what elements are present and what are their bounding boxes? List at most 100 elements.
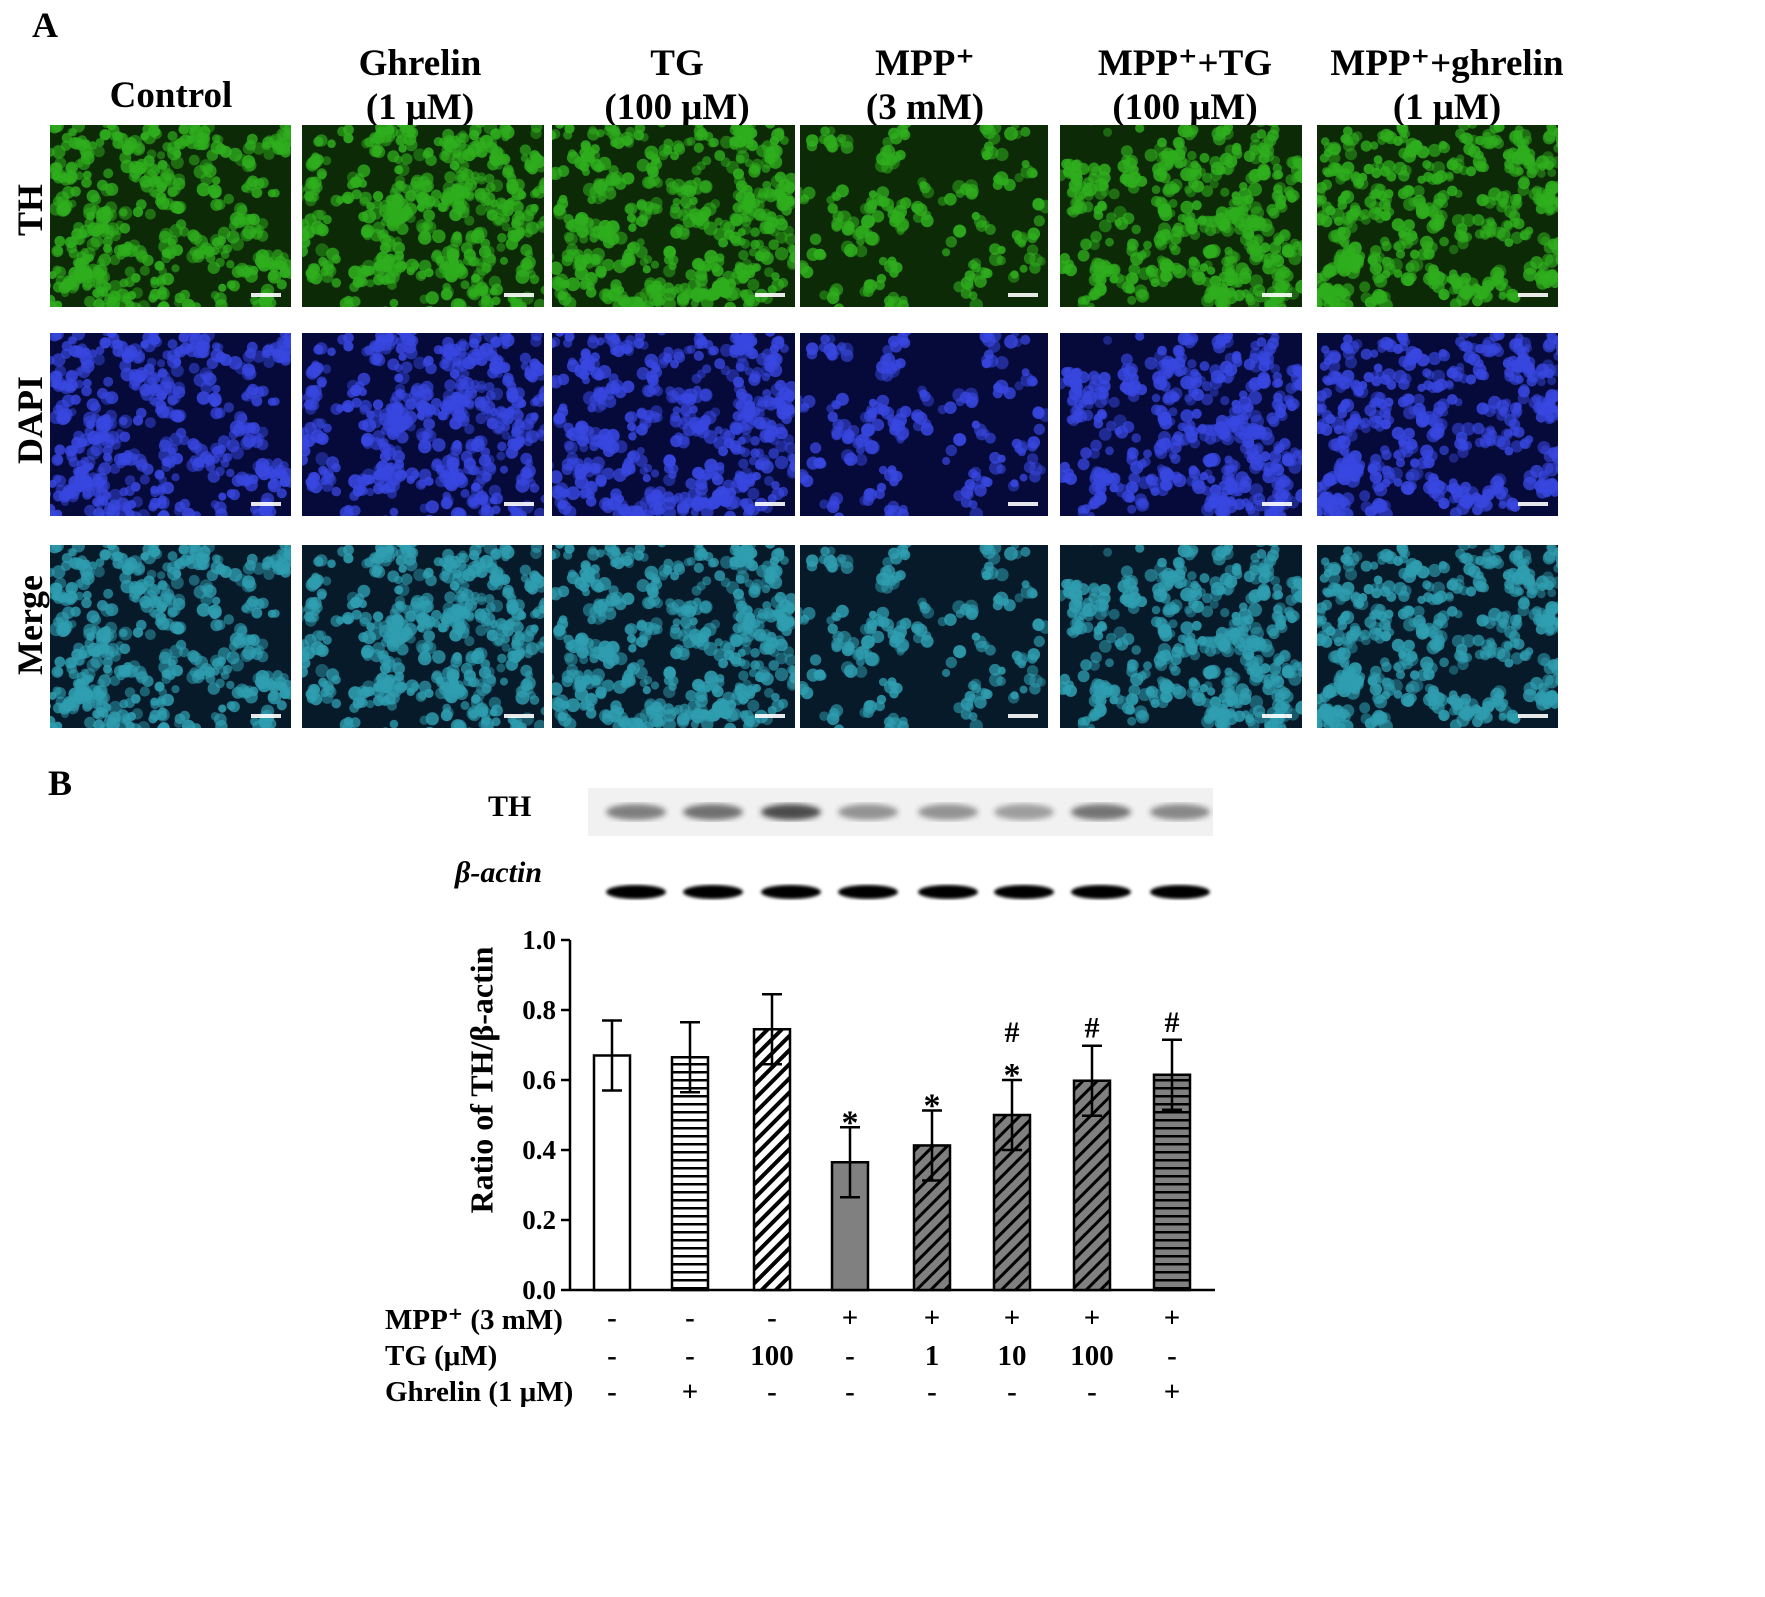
condition-cell: - (1007, 1376, 1017, 1408)
micrograph-dapi-6 (1317, 333, 1558, 516)
y-tick-label: 0.8 (522, 995, 556, 1025)
panel-a-label: A (32, 5, 58, 45)
micrograph-merge-4 (800, 545, 1048, 728)
significance-mark-6: * (1004, 1057, 1021, 1094)
scale-bar (755, 293, 785, 297)
condition-cell: 1 (924, 1340, 940, 1372)
condition-cell: + (1083, 1302, 1101, 1334)
condition-cell: - (845, 1340, 855, 1372)
column-label-4-line1: MPP⁺ (875, 43, 975, 84)
micrograph-merge-3 (552, 545, 795, 728)
condition-cell: - (607, 1376, 617, 1408)
condition-cell: + (923, 1302, 941, 1334)
micrograph-th-3 (552, 125, 795, 307)
row-label-dapi: DAPI (10, 376, 50, 464)
bar-1 (592, 1054, 632, 1292)
y-axis-label: Ratio of TH/β-actin (463, 946, 500, 1214)
micrograph-th-6 (1317, 125, 1558, 307)
condition-cell: 100 (750, 1340, 794, 1372)
actin-band-4 (838, 885, 898, 899)
condition-cell: 100 (1070, 1340, 1114, 1372)
th-blot-label: TH (488, 790, 532, 823)
scale-bar (251, 714, 281, 718)
actin-blot-label: β-actin (455, 856, 543, 889)
panel-b-label: B (48, 763, 73, 803)
scale-bar (1008, 714, 1038, 718)
column-label-5-line1: MPP⁺+TG (1097, 43, 1273, 84)
condition-cell: - (767, 1302, 777, 1334)
condition-cell: - (1167, 1340, 1177, 1372)
micrograph-dapi-4 (800, 333, 1048, 516)
micrograph-dapi-5 (1060, 333, 1302, 516)
y-tick-label: 0.0 (522, 1275, 556, 1305)
micrograph-merge-2 (302, 545, 544, 728)
bar-chart: 0.0 0.2 0.4 0.6 0.8 1.0 * * * # # # (522, 925, 1215, 1305)
micrograph-th-4 (800, 125, 1048, 307)
th-band-5 (918, 804, 978, 820)
th-band-8 (1150, 804, 1210, 820)
actin-band-8 (1150, 885, 1210, 899)
condition-cell: - (685, 1302, 695, 1334)
actin-band-7 (1071, 885, 1131, 899)
scale-bar (1262, 714, 1292, 718)
condition-cell: - (685, 1340, 695, 1372)
condition-row-label-2: TG (μM) (385, 1340, 498, 1372)
condition-cell: - (607, 1340, 617, 1372)
bar-3 (752, 1028, 792, 1292)
actin-band-5 (918, 885, 978, 899)
column-label-3-line2: (100 μM) (604, 87, 750, 128)
th-band-2 (683, 804, 743, 820)
micrograph-merge-6 (1317, 545, 1558, 728)
column-label-4-line2: (3 mM) (865, 87, 985, 128)
significance-mark-7: # (1085, 1012, 1100, 1045)
western-blot-image (588, 788, 1213, 899)
scale-bar (755, 502, 785, 506)
column-label-3-line1: TG (650, 43, 704, 84)
significance-mark-8: # (1165, 1006, 1180, 1039)
condition-cell: + (1163, 1376, 1181, 1408)
scale-bar (504, 714, 534, 718)
micrograph-dapi-1 (50, 333, 291, 516)
y-tick-label: 0.6 (522, 1065, 556, 1095)
column-label-2-line2: (1 μM) (365, 87, 475, 128)
column-label-6-line1: MPP⁺+ghrelin (1330, 43, 1564, 84)
condition-row-label-1: MPP⁺ (3 mM) (385, 1304, 563, 1336)
scale-bar (1008, 502, 1038, 506)
actin-band-3 (761, 885, 821, 899)
y-tick-label: 0.2 (522, 1205, 556, 1235)
condition-cell: + (1003, 1302, 1021, 1334)
significance-mark-4: * (842, 1104, 859, 1141)
scale-bar (1262, 502, 1292, 506)
actin-band-6 (994, 885, 1054, 899)
scale-bar (251, 293, 281, 297)
scale-bar (1262, 293, 1292, 297)
column-label-5-line2: (100 μM) (1112, 87, 1258, 128)
condition-cell: - (927, 1376, 937, 1408)
condition-cell: 10 (997, 1340, 1027, 1372)
column-label-6-line2: (1 μM) (1392, 87, 1502, 128)
th-band-6 (994, 804, 1054, 820)
th-band-4 (838, 804, 898, 820)
micrograph-th-2 (302, 125, 544, 307)
column-label-1-line1: Control (109, 75, 233, 116)
column-label-2-line1: Ghrelin (358, 43, 482, 84)
micrograph-th-1 (50, 125, 291, 307)
row-label-th: TH (10, 183, 50, 237)
actin-band-2 (683, 885, 743, 899)
scale-bar (504, 502, 534, 506)
significance-mark-5: * (924, 1087, 941, 1124)
y-tick-label: 1.0 (522, 925, 556, 955)
y-tick-label: 0.4 (522, 1135, 556, 1165)
bar-2 (670, 1056, 710, 1292)
scale-bar (1518, 293, 1548, 297)
scale-bar (1518, 502, 1548, 506)
significance-mark-6: # (1005, 1016, 1020, 1049)
condition-cell: - (1087, 1376, 1097, 1408)
micrograph-dapi-3 (552, 333, 795, 516)
micrograph-dapi-2 (302, 333, 544, 516)
condition-cell: - (767, 1376, 777, 1408)
row-label-merge: Merge (10, 575, 50, 675)
scale-bar (755, 714, 785, 718)
micrograph-th-5 (1060, 125, 1302, 307)
actin-band-1 (606, 885, 666, 899)
